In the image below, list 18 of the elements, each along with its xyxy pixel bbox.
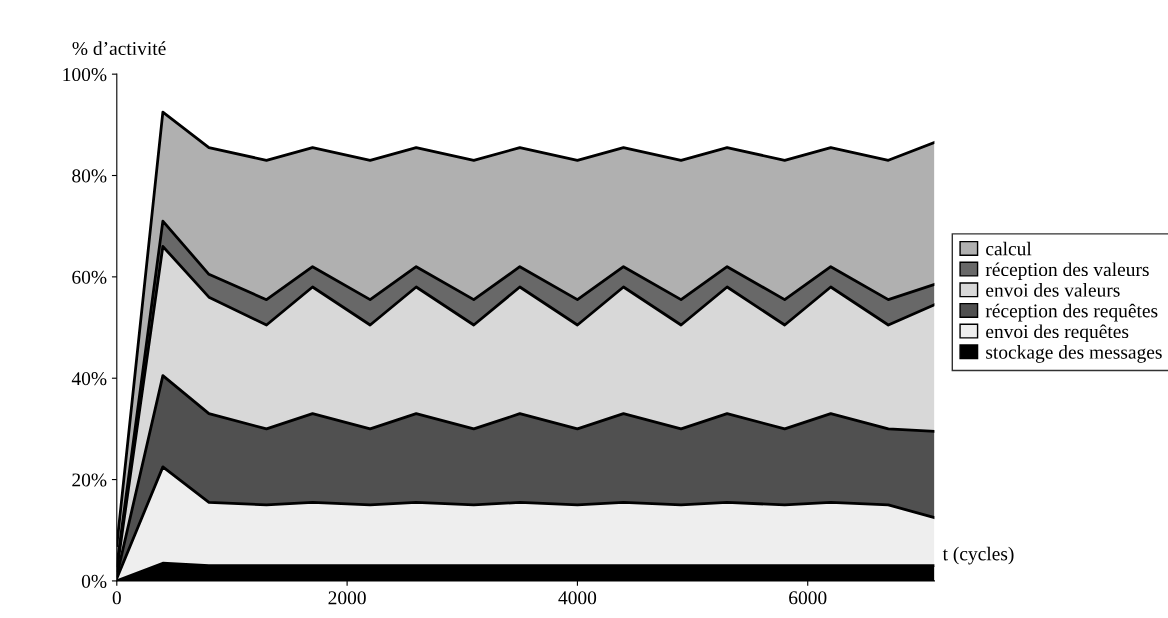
y-tick-label: 80% [72,169,107,183]
legend-label: stockage des messages [986,345,1162,363]
legend-label: réception des valeurs [985,262,1149,281]
y-axis-title: % d’activité [72,41,166,56]
y-tick-label: 0% [81,574,107,588]
x-tick-label: 6000 [789,591,827,605]
x-axis-title: t (cycles) [942,546,1014,565]
x-tick-label: 0 [112,591,121,605]
legend-label: envoi des requêtes [986,324,1129,343]
x-tick-label: 4000 [558,591,597,605]
y-tick-label: 20% [72,473,107,487]
x-tick-label: 2000 [328,591,366,605]
y-tick-label: 40% [71,372,107,386]
legend-label: réception des requêtes [985,303,1158,322]
y-tick-label: 100% [63,67,107,82]
legend-label: calcul [986,241,1032,256]
y-tick-label: 60% [72,270,107,284]
legend-label: envoi des valeurs [986,283,1120,297]
